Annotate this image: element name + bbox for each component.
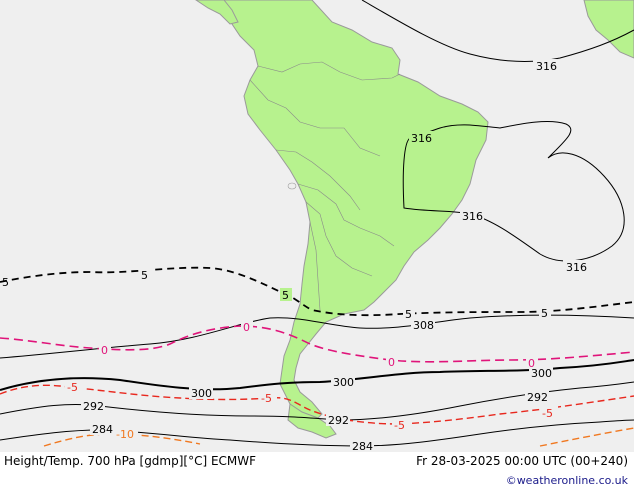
label-292: 292 bbox=[328, 414, 349, 427]
label-0: 0 bbox=[528, 357, 535, 370]
label-316: 316 bbox=[411, 132, 432, 145]
label-300: 300 bbox=[531, 367, 552, 380]
label-minus10: -10 bbox=[116, 428, 134, 441]
lake-titicaca bbox=[287, 182, 297, 190]
label-minus5: -5 bbox=[542, 407, 553, 420]
label-minus5: -5 bbox=[261, 392, 272, 405]
label-292: 292 bbox=[83, 400, 104, 413]
label-300: 300 bbox=[191, 387, 212, 400]
contour-316-loop bbox=[402, 120, 625, 262]
label-284: 284 bbox=[92, 423, 113, 436]
label-5: 5 bbox=[141, 269, 148, 282]
tierra-del-fuego bbox=[287, 403, 337, 439]
label-308: 308 bbox=[413, 319, 434, 332]
africa-landmass bbox=[583, 0, 634, 59]
map-canvas: 316 316 316 316 308 300 300 300 292 292 … bbox=[0, 0, 634, 453]
country-borders bbox=[249, 61, 401, 311]
label-316: 316 bbox=[566, 261, 587, 274]
isotherm-5 bbox=[0, 266, 634, 317]
label-minus5: -5 bbox=[394, 419, 405, 432]
contour-308 bbox=[0, 314, 634, 359]
south-america-landmass bbox=[221, 0, 489, 421]
contour-316-north bbox=[361, 0, 634, 62]
label-minus5: -5 bbox=[67, 381, 78, 394]
label-5: 5 bbox=[405, 308, 412, 321]
isotherm-minus5 bbox=[0, 384, 634, 425]
credit-link[interactable]: ©weatheronline.co.uk bbox=[505, 474, 628, 487]
central-america-landmass bbox=[195, 0, 239, 25]
label-0: 0 bbox=[388, 356, 395, 369]
label-316: 316 bbox=[462, 210, 483, 223]
label-5: 5 bbox=[541, 307, 548, 320]
contour-labels: 316 316 316 316 308 300 300 300 292 292 … bbox=[2, 59, 587, 453]
label-316: 316 bbox=[536, 60, 557, 73]
label-284: 284 bbox=[352, 440, 373, 452]
label-0: 0 bbox=[101, 344, 108, 357]
isotherm-minus10-east bbox=[539, 427, 634, 447]
valid-time: Fr 28-03-2025 00:00 UTC (00+240) bbox=[416, 454, 628, 468]
label-0: 0 bbox=[243, 321, 250, 334]
label-300: 300 bbox=[333, 376, 354, 389]
map-title: Height/Temp. 700 hPa [gdmp][°C] ECMWF bbox=[4, 454, 257, 468]
label-5: 5 bbox=[282, 289, 289, 302]
label-292: 292 bbox=[527, 391, 548, 404]
label-5: 5 bbox=[2, 276, 9, 289]
